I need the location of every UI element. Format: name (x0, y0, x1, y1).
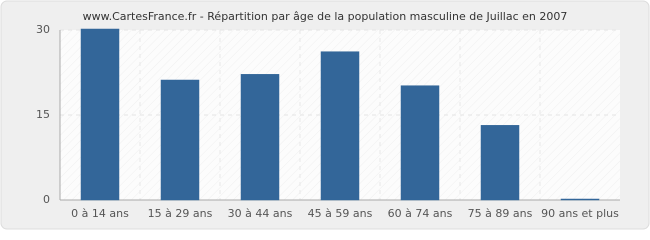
x-tick-label: 45 à 59 ans (308, 207, 373, 220)
bar (80, 28, 120, 201)
y-tick-label: 30 (36, 23, 50, 36)
y-tick-label: 0 (43, 193, 50, 206)
chart-title: www.CartesFrance.fr - Répartition par âg… (83, 10, 568, 23)
bar (400, 85, 440, 201)
bar (160, 79, 200, 201)
x-tick-label: 0 à 14 ans (71, 207, 129, 220)
x-tick-label: 60 à 74 ans (388, 207, 453, 220)
x-tick-label: 30 à 44 ans (228, 207, 293, 220)
bar (320, 51, 360, 201)
x-tick-label: 90 ans et plus (541, 207, 619, 220)
chart: www.CartesFrance.fr - Répartition par âg… (0, 0, 650, 230)
bar (560, 198, 600, 201)
x-tick-label: 15 à 29 ans (148, 207, 213, 220)
x-tick-label: 75 à 89 ans (468, 207, 533, 220)
bar (480, 125, 520, 201)
bar (240, 74, 280, 201)
y-tick-label: 15 (36, 108, 50, 121)
